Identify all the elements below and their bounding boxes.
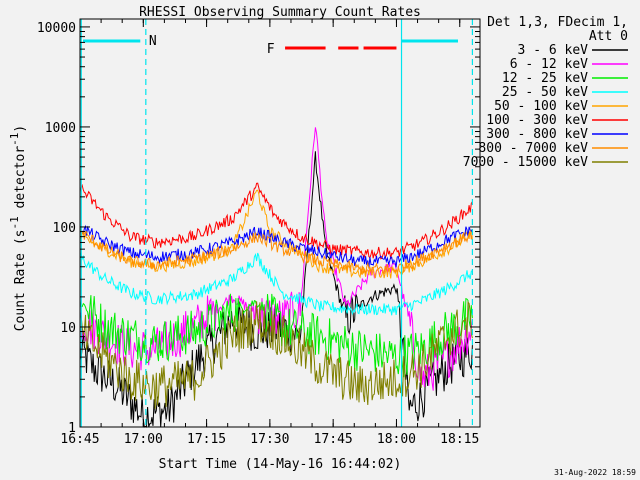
y-tick-label: 100 (53, 221, 76, 236)
plot-frame (79, 18, 481, 428)
legend-label-1: 3 - 6 keV (518, 43, 589, 58)
y-label-part-1: Count Rate (s (13, 230, 28, 332)
legend-label-2: 6 - 12 keV (510, 57, 588, 72)
x-tick-label: 17:00 (124, 432, 163, 447)
annotation-layer: NF (80, 19, 474, 427)
x-tick-label: 18:15 (440, 432, 479, 447)
y-axis-label: Count Rate (s-1 detector-1) (8, 125, 28, 332)
y-label-sup-1: -1 (8, 216, 21, 229)
legend-header-1: Det 1,3, FDecim 1, (487, 15, 628, 30)
legend-label-6: 100 - 300 keV (486, 113, 588, 128)
x-tick-label: 16:45 (60, 432, 99, 447)
y-tick-label: 1 (68, 421, 76, 436)
series-line-4 (79, 251, 473, 316)
axis-layer: 16:45 17:00 17:15 17:30 17:45 18:00 18:15 1 10 10… (37, 19, 480, 447)
legend-label-5: 50 - 100 keV (494, 99, 588, 114)
x-axis-label: Start Time (14-May-16 16:44:02) (159, 457, 402, 472)
night-label: N (149, 34, 157, 49)
y-tick-label: 10 (60, 321, 76, 336)
chart-title: RHESSI Observing Summary Count Rates (139, 5, 421, 20)
y-label-part-3: ) (13, 125, 28, 133)
y-tick-label: 1000 (45, 121, 76, 136)
x-tick-label: 18:00 (377, 432, 416, 447)
legend-label-8: 800 - 7000 keV (478, 141, 588, 156)
x-tick-label: 17:15 (187, 432, 226, 447)
legend-label-4: 25 - 50 keV (502, 85, 588, 100)
series-line-8 (79, 228, 473, 275)
y-tick-label: 10000 (37, 21, 76, 36)
y-label-sup-2: -1 (8, 133, 21, 146)
x-tick-label: 17:45 (314, 432, 353, 447)
x-tick-label: 17:30 (250, 432, 289, 447)
flare-label: F (267, 42, 275, 57)
date-stamp: 31-Aug-2022 18:59 (554, 468, 636, 477)
legend-label-3: 12 - 25 keV (502, 71, 588, 86)
legend-label-7: 300 - 800 keV (486, 127, 588, 142)
legend-label-9: 7000 - 15000 keV (463, 155, 588, 170)
legend-header-2: Att 0 (589, 29, 628, 44)
y-label-part-2: detector (13, 146, 28, 217)
series-line-9 (79, 301, 473, 409)
series-line-6 (79, 182, 473, 260)
